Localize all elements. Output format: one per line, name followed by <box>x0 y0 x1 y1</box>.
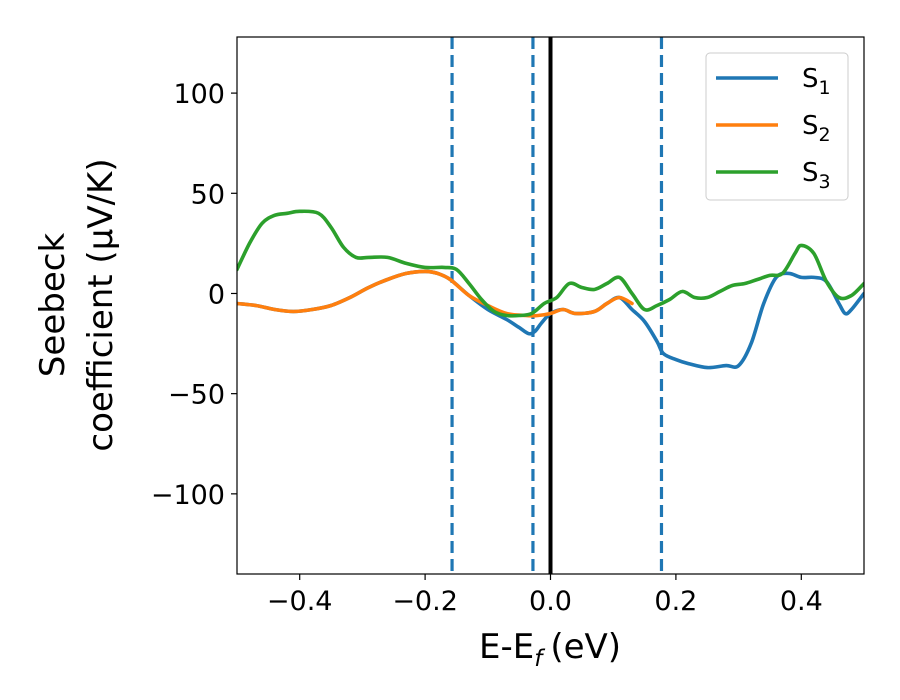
series-line-s2 <box>237 269 634 318</box>
legend-label-s1: S1 <box>802 64 831 99</box>
series-line-s3 <box>237 209 864 318</box>
y-tick-label: −50 <box>168 380 225 411</box>
y-axis-label-line1: Seebeck <box>33 233 73 378</box>
x-tick-label: −0.2 <box>392 586 458 617</box>
x-axis-label: E-Ef (eV) <box>479 627 621 672</box>
legend: S1 S2 S3 <box>705 52 849 201</box>
legend-label-s2: S2 <box>802 111 831 146</box>
y-tick-label: 0 <box>208 279 225 310</box>
series-lines <box>237 209 864 370</box>
x-axis-label-main: E-E <box>479 627 534 667</box>
x-tick-label: 0.2 <box>654 586 697 617</box>
x-axis-ticks: −0.4 −0.2 0.0 0.2 0.4 <box>267 574 823 617</box>
y-tick-label: 50 <box>191 179 225 210</box>
x-axis-label-unit: (eV) <box>550 627 621 667</box>
y-axis-ticks: 100 50 0 −50 −100 <box>151 79 237 511</box>
y-tick-label: 100 <box>173 79 225 110</box>
x-tick-label: 0.0 <box>529 586 572 617</box>
x-tick-label: 0.4 <box>780 586 823 617</box>
y-axis-label-line2: coefficient (μV/K) <box>81 158 121 451</box>
y-tick-label: −100 <box>151 480 225 511</box>
legend-label-s3: S3 <box>802 158 831 193</box>
x-tick-label: −0.4 <box>267 586 333 617</box>
x-axis-label-subscript: f <box>534 646 545 672</box>
reference-lines <box>450 37 664 574</box>
